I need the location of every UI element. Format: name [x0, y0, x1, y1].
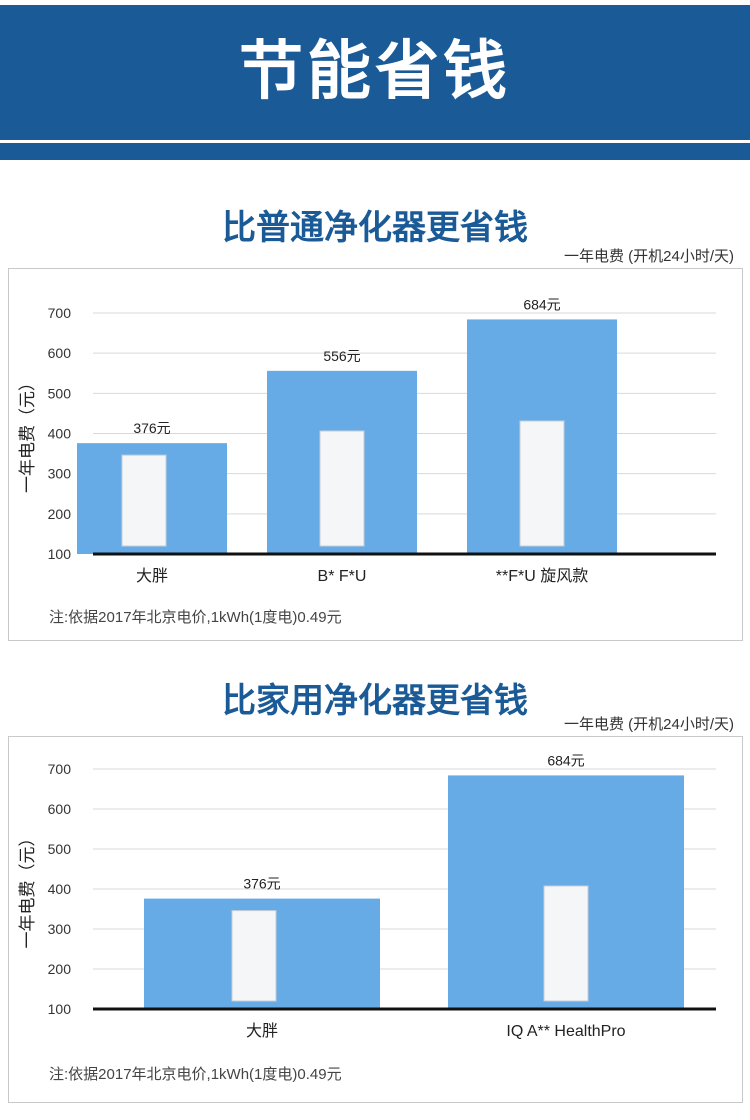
- product-image: [121, 454, 167, 547]
- product-image: [319, 430, 365, 547]
- x-category-label: IQ A** HealthPro: [506, 1023, 625, 1040]
- y-tick-label: 100: [48, 546, 72, 562]
- chart-panel-1: 100 200 300 400 500 600 700 一年电费（元） 376元大胖 556元 B*…: [8, 268, 743, 641]
- x-category-label: B* F*U: [318, 568, 367, 585]
- banner-stripe: [0, 143, 750, 160]
- y-tick-label: 200: [48, 961, 72, 977]
- chart-panel-2: 100 200 300 400 500 600 700 一年电费（元） 376元大胖 684元 IQ…: [8, 736, 743, 1103]
- footnote-2: 注:依据2017年北京电价,1kWh(1度电)0.49元: [49, 1066, 342, 1083]
- y-tick-label: 500: [48, 841, 72, 857]
- y-tick-label: 300: [48, 466, 72, 482]
- unit-label-1: 一年电费 (开机24小时/天): [563, 248, 734, 265]
- x-category-label: 大胖: [136, 567, 168, 585]
- product-image: [231, 910, 277, 1002]
- y-tick-label: 600: [48, 801, 72, 817]
- product-image: [519, 420, 565, 547]
- bar-value-label: 684元: [547, 752, 584, 768]
- y-tick-label: 100: [48, 1001, 72, 1017]
- y-tick-label: 700: [48, 305, 72, 321]
- banner: 节能省钱: [0, 0, 750, 160]
- banner-title: 节能省钱: [239, 35, 511, 109]
- y-tick-label: 300: [48, 921, 72, 937]
- y-tick-label: 400: [48, 881, 72, 897]
- y-axis-label: 一年电费（元）: [18, 374, 37, 493]
- unit-label-2: 一年电费 (开机24小时/天): [563, 716, 734, 733]
- banner-band: [0, 5, 750, 140]
- section-title-1: 比普通净化器更省钱: [222, 208, 528, 248]
- section-title-2: 比家用净化器更省钱: [222, 681, 528, 721]
- bar-value-label: 376元: [243, 876, 280, 892]
- product-image: [543, 885, 589, 1002]
- x-category-label: 大胖: [246, 1022, 278, 1040]
- y-tick-label: 200: [48, 506, 72, 522]
- y-tick-label: 600: [48, 345, 72, 361]
- y-tick-label: 400: [48, 426, 72, 442]
- y-tick-label: 500: [48, 385, 72, 401]
- bar-value-label: 376元: [133, 420, 170, 436]
- footnote-1: 注:依据2017年北京电价,1kWh(1度电)0.49元: [49, 609, 342, 626]
- y-tick-label: 700: [48, 761, 72, 777]
- x-category-label: **F*U 旋风款: [496, 567, 588, 585]
- bar-value-label: 556元: [323, 348, 360, 364]
- y-axis-label: 一年电费（元）: [18, 830, 37, 949]
- bar-value-label: 684元: [523, 296, 560, 312]
